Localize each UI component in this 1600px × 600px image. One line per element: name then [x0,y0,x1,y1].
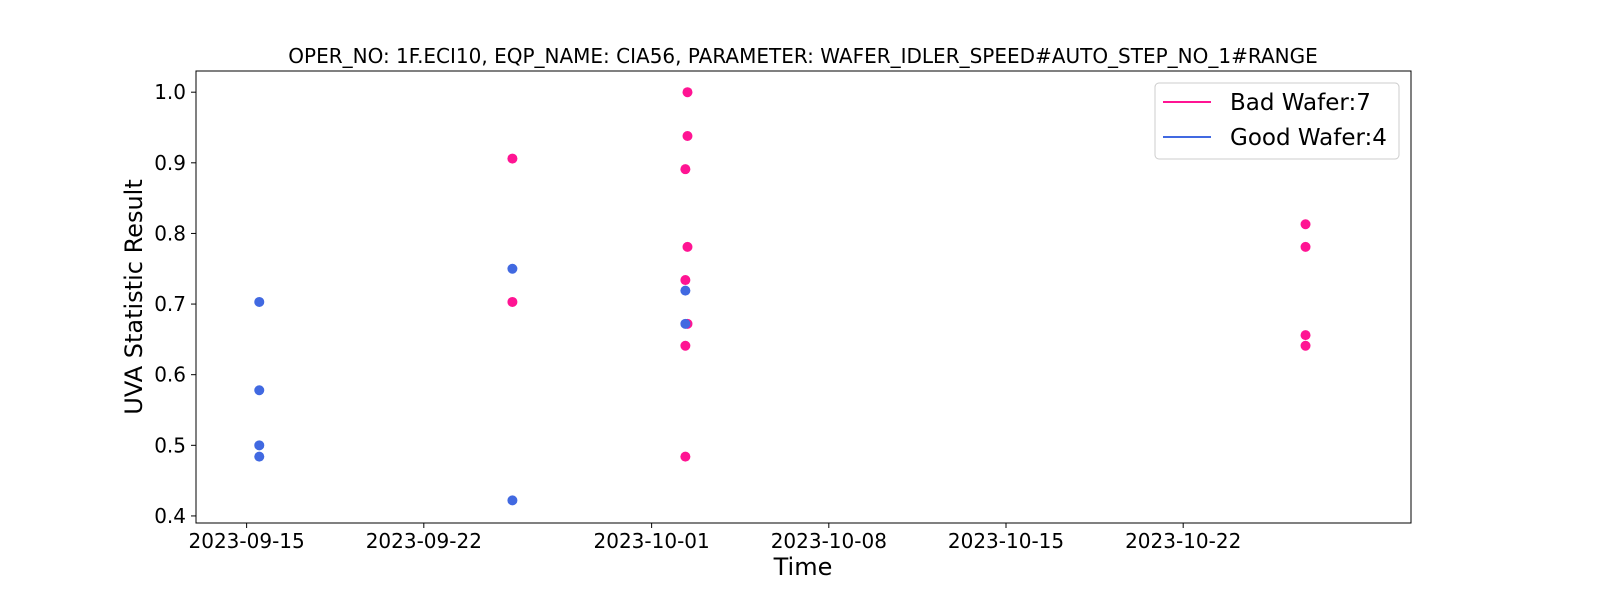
good-wafer-point [254,296,265,307]
bad-wafer-point [1300,330,1311,341]
plot-area-frame [195,70,1412,524]
chart-title: OPER_NO: 1F.ECI10, EQP_NAME: CIA56, PARA… [288,44,1317,68]
x-axis-label: Time [773,553,833,581]
bad-wafer-point [1300,219,1311,230]
legend: Bad Wafer:7 Good Wafer:4 [1154,82,1400,160]
good-wafer-point [680,285,691,296]
y-tick-label: 0.9 [154,151,186,175]
bad-wafer-point [682,241,693,252]
data-points [254,87,1311,506]
y-tick-label: 1.0 [154,80,186,104]
good-wafer-point [507,495,518,506]
good-wafer-point [254,385,265,396]
legend-frame [1154,82,1400,160]
bad-wafer-point [682,87,693,98]
bad-wafer-point [507,153,518,164]
y-tick-label: 0.4 [154,504,186,528]
bad-wafer-point [1300,241,1311,252]
x-tick-label: 2023-10-01 [594,529,710,553]
bad-wafer-point [682,130,693,141]
y-tick-label: 0.7 [154,292,186,316]
x-axis: 2023-09-15 2023-09-22 2023-10-01 2023-10-08… [189,523,1241,553]
y-tick-label: 0.6 [154,363,186,387]
good-wafer-point [680,318,691,329]
y-axis-label: UVA Statistic Result [120,179,148,415]
x-tick-label: 2023-10-15 [948,529,1064,553]
bad-wafer-point [1300,340,1311,351]
good-wafer-point [254,451,265,462]
x-tick-label: 2023-10-22 [1125,529,1241,553]
y-tick-label: 0.8 [154,221,186,245]
legend-label-good-wafer: Good Wafer:4 [1230,125,1387,151]
legend-label-bad-wafer: Bad Wafer:7 [1230,90,1371,116]
good-wafer-point [254,440,265,451]
bad-wafer-point [680,340,691,351]
bad-wafer-point [680,451,691,462]
bad-wafer-point [680,164,691,175]
y-tick-label: 0.5 [154,433,186,457]
y-axis: 0.4 0.5 0.6 0.7 0.8 0.9 1.0 [154,80,196,528]
x-tick-label: 2023-10-08 [771,529,887,553]
bad-wafer-point [507,296,518,307]
good-wafer-point [507,263,518,274]
x-tick-label: 2023-09-15 [189,529,305,553]
bad-wafer-point [680,275,691,286]
x-tick-label: 2023-09-22 [366,529,482,553]
